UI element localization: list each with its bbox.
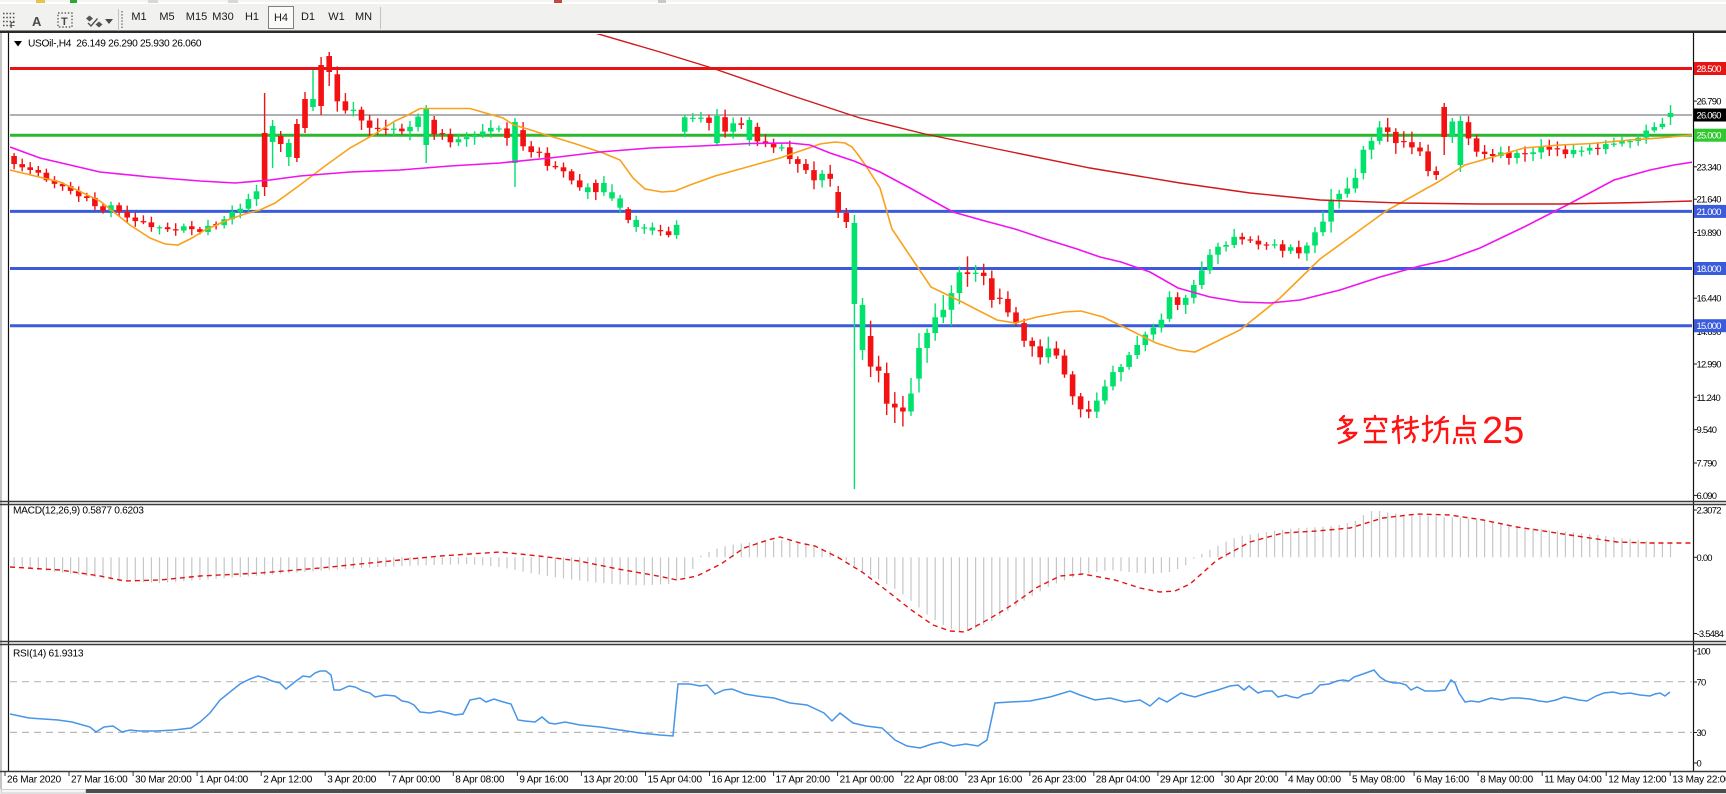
svg-text:25.000: 25.000 bbox=[1697, 130, 1722, 141]
svg-text:1 Apr 04:00: 1 Apr 04:00 bbox=[199, 775, 249, 786]
svg-text:0.00: 0.00 bbox=[1697, 552, 1713, 563]
svg-text:-3.5484: -3.5484 bbox=[1697, 628, 1724, 639]
svg-text:15 Apr 04:00: 15 Apr 04:00 bbox=[648, 775, 703, 786]
svg-text:16.440: 16.440 bbox=[1697, 293, 1722, 304]
svg-text:11.240: 11.240 bbox=[1697, 392, 1721, 403]
svg-text:26 Mar 2020: 26 Mar 2020 bbox=[7, 775, 62, 786]
svg-text:21 Apr 00:00: 21 Apr 00:00 bbox=[840, 775, 895, 786]
svg-text:18.000: 18.000 bbox=[1697, 263, 1722, 274]
svg-text:2.3072: 2.3072 bbox=[1697, 505, 1722, 516]
svg-text:26.060: 26.060 bbox=[1697, 110, 1722, 121]
svg-text:4 May 00:00: 4 May 00:00 bbox=[1288, 775, 1341, 786]
svg-text:0: 0 bbox=[1697, 758, 1702, 769]
svg-text:8 Apr 08:00: 8 Apr 08:00 bbox=[455, 775, 505, 786]
svg-text:23.340: 23.340 bbox=[1697, 161, 1722, 172]
svg-text:17 Apr 20:00: 17 Apr 20:00 bbox=[776, 775, 831, 786]
svg-text:13 May 22:00: 13 May 22:00 bbox=[1672, 775, 1726, 786]
svg-text:28.500: 28.500 bbox=[1697, 63, 1722, 74]
svg-text:19.890: 19.890 bbox=[1697, 227, 1722, 238]
svg-text:21.000: 21.000 bbox=[1697, 206, 1722, 217]
svg-text:8 May 00:00: 8 May 00:00 bbox=[1480, 775, 1533, 786]
svg-text:23 Apr 16:00: 23 Apr 16:00 bbox=[968, 775, 1023, 786]
svg-text:6.090: 6.090 bbox=[1697, 490, 1717, 501]
svg-text:A: A bbox=[32, 14, 42, 29]
svg-text:9.540: 9.540 bbox=[1697, 424, 1717, 435]
svg-text:2 Apr 12:00: 2 Apr 12:00 bbox=[263, 775, 313, 786]
svg-text:30 Mar 20:00: 30 Mar 20:00 bbox=[135, 775, 192, 786]
svg-text:29 Apr 12:00: 29 Apr 12:00 bbox=[1160, 775, 1215, 786]
svg-text:12 May 12:00: 12 May 12:00 bbox=[1608, 775, 1667, 786]
svg-text:21.640: 21.640 bbox=[1697, 194, 1722, 205]
svg-text:30: 30 bbox=[1697, 727, 1706, 738]
svg-text:MACD(12,26,9) 0.5877 0.6203: MACD(12,26,9) 0.5877 0.6203 bbox=[13, 506, 144, 517]
svg-text:70: 70 bbox=[1697, 677, 1706, 688]
svg-text:26.790: 26.790 bbox=[1697, 96, 1722, 107]
svg-text:USOil-,H4 26.149 26.290 25.93: USOil-,H4 26.149 26.290 25.930 26.060 bbox=[28, 39, 202, 50]
svg-text:7 Apr 00:00: 7 Apr 00:00 bbox=[391, 775, 441, 786]
svg-text:5 May 08:00: 5 May 08:00 bbox=[1352, 775, 1405, 786]
svg-text:25: 25 bbox=[1482, 410, 1524, 452]
svg-text:F: F bbox=[10, 21, 15, 30]
svg-text:28 Apr 04:00: 28 Apr 04:00 bbox=[1096, 775, 1151, 786]
svg-text:22 Apr 08:00: 22 Apr 08:00 bbox=[904, 775, 959, 786]
svg-text:11 May 04:00: 11 May 04:00 bbox=[1544, 775, 1602, 786]
svg-text:13 Apr 20:00: 13 Apr 20:00 bbox=[583, 775, 638, 786]
svg-text:9 Apr 16:00: 9 Apr 16:00 bbox=[519, 775, 569, 786]
svg-text:12.990: 12.990 bbox=[1697, 359, 1722, 370]
svg-text:27 Mar 16:00: 27 Mar 16:00 bbox=[71, 775, 128, 786]
svg-text:15.000: 15.000 bbox=[1697, 320, 1722, 331]
svg-text:26 Apr 23:00: 26 Apr 23:00 bbox=[1032, 775, 1087, 786]
svg-text:RSI(14) 61.9313: RSI(14) 61.9313 bbox=[13, 649, 84, 660]
svg-text:30 Apr 20:00: 30 Apr 20:00 bbox=[1224, 775, 1279, 786]
svg-text:7.790: 7.790 bbox=[1697, 458, 1717, 469]
svg-text:3 Apr 20:00: 3 Apr 20:00 bbox=[327, 775, 377, 786]
svg-text:16 Apr 12:00: 16 Apr 12:00 bbox=[712, 775, 767, 786]
svg-text:6 May 16:00: 6 May 16:00 bbox=[1416, 775, 1469, 786]
svg-text:T: T bbox=[61, 16, 68, 28]
svg-text:100: 100 bbox=[1697, 646, 1711, 657]
